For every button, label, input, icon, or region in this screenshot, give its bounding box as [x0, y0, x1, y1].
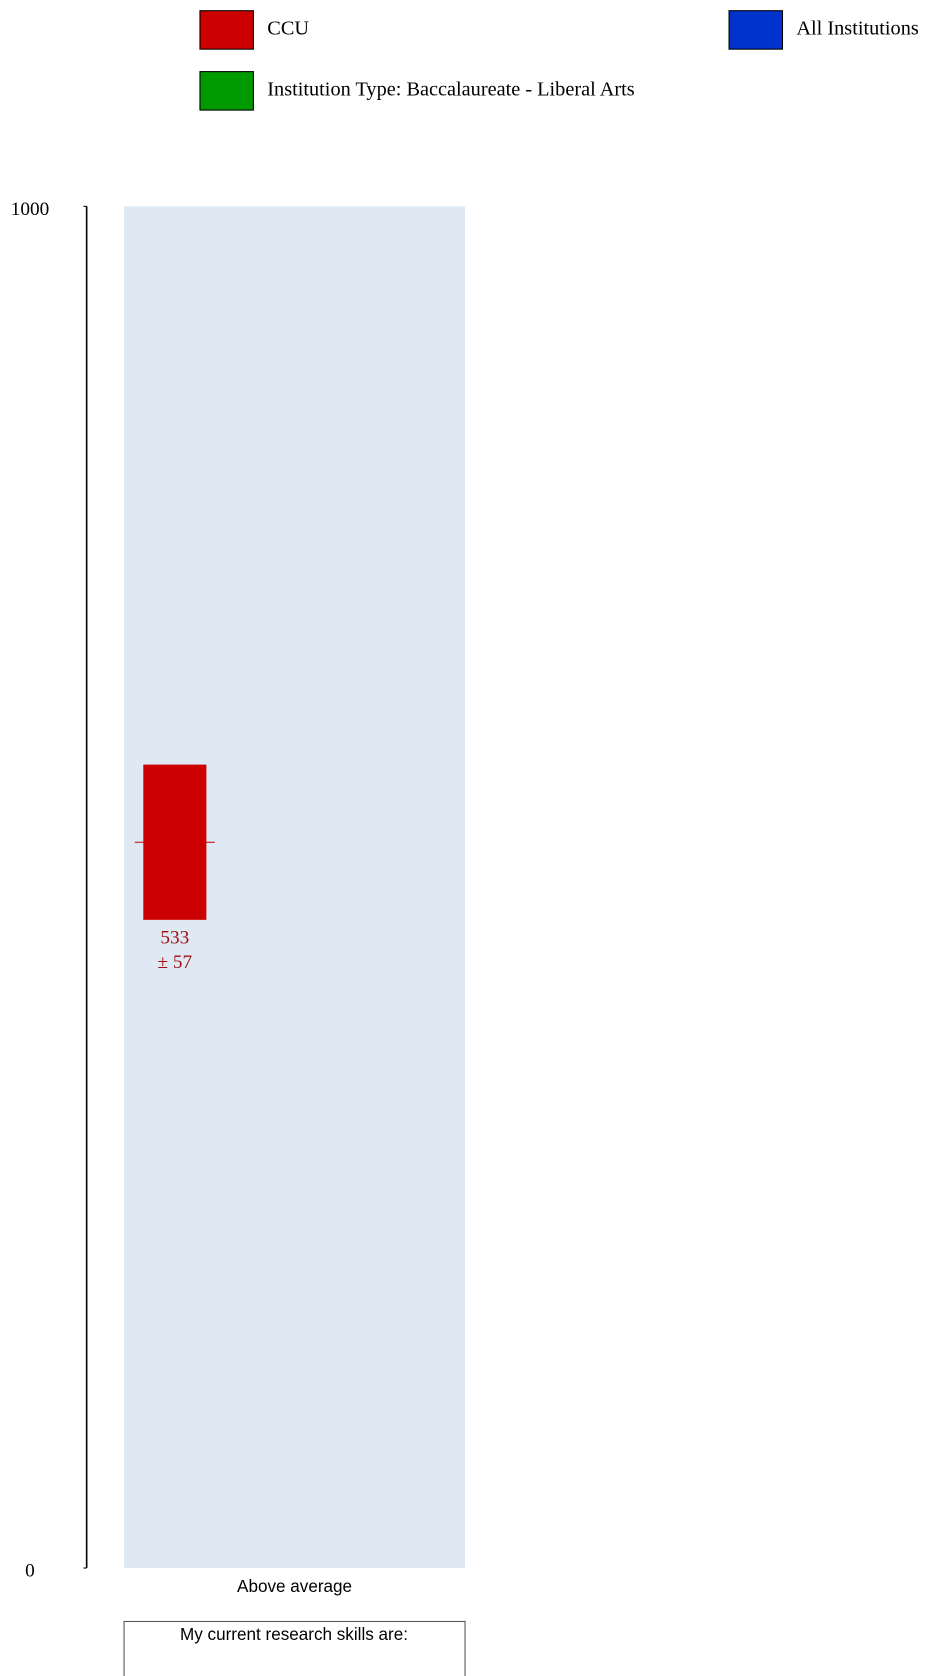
- legend-swatch: [199, 10, 254, 50]
- legend-label: All Institutions: [796, 18, 918, 40]
- legend-label: CCU: [267, 18, 309, 40]
- x-tick-label: Above average: [237, 1577, 352, 1596]
- y-tick-label: 1000: [11, 199, 49, 220]
- caption-box: [123, 1620, 466, 1676]
- legend-swatch: [728, 10, 784, 50]
- value-label: 533: [160, 927, 189, 948]
- legend-label: Institution Type: Baccalaureate - Libera…: [267, 79, 634, 101]
- legend-swatch: [199, 71, 254, 111]
- y-tick-label: 0: [25, 1561, 35, 1582]
- caption: My current research skills are:: [180, 1625, 408, 1644]
- error-label: ± 57: [158, 952, 193, 973]
